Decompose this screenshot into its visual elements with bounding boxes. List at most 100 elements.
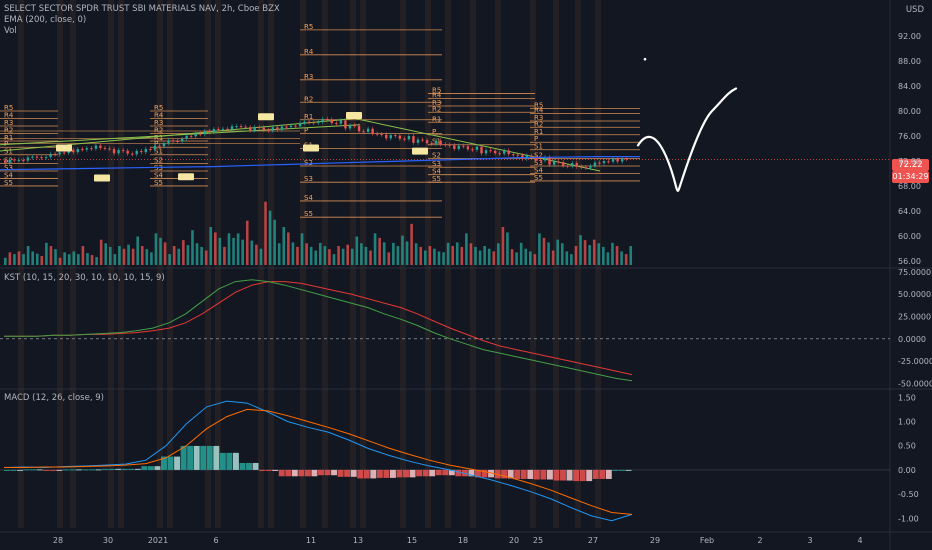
pivot-label: R1: [432, 115, 441, 123]
pivot-label: S2: [432, 151, 441, 159]
macd-series-line: [3, 400, 633, 522]
volume-bar: [67, 254, 71, 265]
volume-bar: [95, 257, 98, 265]
pivot-label: S2: [534, 151, 543, 159]
price-axis-tick: 88.00: [898, 57, 921, 66]
macd-histogram-bar: [553, 469, 560, 481]
session-band: [205, 0, 211, 528]
macd-histogram-bar: [4, 469, 10, 471]
candle: [248, 127, 252, 131]
volume-bar: [31, 251, 34, 265]
candle: [575, 163, 578, 167]
macd-histogram-bar: [174, 456, 181, 470]
volume-bar: [574, 246, 578, 265]
candle: [212, 129, 216, 133]
volume-bar: [547, 242, 550, 265]
macd-histogram-bar: [128, 468, 135, 470]
volume-bar: [410, 223, 413, 265]
volume-bar: [17, 251, 21, 265]
volume-bar: [451, 246, 454, 265]
macd-histogram-bar: [252, 462, 259, 470]
candle: [375, 133, 379, 135]
pivot-label: S3: [534, 159, 543, 167]
candle: [598, 162, 601, 164]
candle: [280, 126, 284, 130]
candle: [17, 160, 21, 162]
pivot-label: R2: [154, 127, 163, 135]
pivot-label: S5: [4, 179, 13, 187]
candle: [434, 140, 438, 144]
macd-histogram-bar: [533, 469, 540, 480]
volume-bar: [255, 244, 258, 265]
candle: [403, 138, 406, 140]
crown-marker: [178, 173, 194, 181]
volume-bar: [588, 245, 591, 265]
volume-bar: [382, 242, 386, 265]
macd-histogram-bar: [566, 469, 573, 481]
pivot-label: R5: [534, 102, 543, 110]
pivot-label: R3: [4, 119, 13, 127]
candle: [153, 145, 157, 150]
vol-legend[interactable]: Vol: [4, 26, 17, 36]
ema-legend[interactable]: EMA (200, close, 0): [4, 15, 87, 25]
crown-marker: [303, 144, 319, 152]
volume-bar: [131, 248, 135, 265]
macd-histogram-bar: [481, 469, 488, 478]
candle: [221, 128, 225, 130]
volume-bar: [63, 252, 66, 265]
price-axis-tick: 80.00: [898, 107, 921, 116]
candle: [307, 121, 311, 123]
volume-bar: [72, 251, 76, 265]
macd-axis-tick: 1.50: [898, 393, 916, 402]
candle: [521, 155, 524, 159]
volume-bar: [22, 254, 25, 265]
volume-bar: [172, 246, 176, 265]
candle: [548, 157, 551, 165]
kst-legend[interactable]: KST (10, 15, 20, 30, 10, 10, 10, 15, 9): [4, 273, 165, 283]
macd-histogram-bar: [442, 469, 449, 476]
volume-bar: [483, 246, 486, 265]
macd-histogram-bar: [206, 445, 213, 470]
macd-histogram-bar: [579, 469, 586, 482]
macd-histogram-bar: [599, 469, 606, 479]
candle: [94, 145, 98, 149]
symbol-title[interactable]: SELECT SECTOR SPDR TRUST SBI MATERIALS N…: [4, 4, 280, 14]
volume-bar: [99, 239, 103, 265]
volume-bar: [154, 233, 158, 265]
candle: [425, 140, 429, 144]
volume-bar: [560, 243, 564, 265]
macd-histogram-bar: [62, 469, 69, 471]
pivot-label: R3: [432, 99, 441, 107]
macd-histogram-bar: [344, 469, 351, 477]
candle: [539, 159, 542, 161]
macd-axis-tick: -0.50: [898, 490, 919, 499]
macd-histogram-bar: [416, 469, 423, 477]
macd-histogram-bar: [435, 469, 442, 476]
ema-200-line: [0, 156, 640, 171]
kst-series-line: [4, 281, 633, 376]
candle: [239, 126, 243, 128]
candle: [85, 148, 89, 150]
volume-bar: [305, 243, 308, 265]
candle: [607, 161, 610, 163]
price-axis-tick: 76.00: [898, 132, 921, 141]
macd-histogram-bar: [278, 469, 285, 477]
candle: [512, 154, 515, 156]
volume-bar: [90, 255, 94, 265]
macd-histogram-bar: [30, 469, 37, 471]
candle: [407, 136, 411, 140]
candle: [462, 145, 465, 147]
candle: [530, 155, 533, 157]
candle: [53, 153, 57, 155]
candle: [398, 135, 402, 139]
volume-bar: [529, 251, 532, 265]
volume-bar: [277, 243, 281, 265]
x-axis-tick: 3: [807, 536, 812, 545]
candle: [194, 133, 197, 137]
macd-axis-tick: 0.50: [898, 442, 916, 451]
macd-histogram-bar: [102, 468, 109, 470]
volume-bar: [300, 233, 304, 265]
macd-legend[interactable]: MACD (12, 26, close, 9): [4, 393, 104, 403]
macd-histogram-bar: [376, 469, 383, 478]
